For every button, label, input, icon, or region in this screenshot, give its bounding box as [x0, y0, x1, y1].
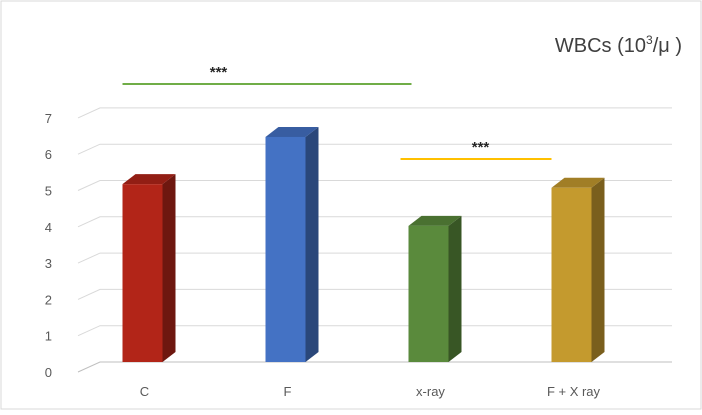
bar	[122, 174, 176, 362]
gridline	[77, 252, 672, 264]
y-tick-label: 1	[45, 329, 52, 344]
y-tick-label: 4	[45, 220, 52, 235]
x-tick-label: F	[284, 384, 292, 399]
gridline	[77, 216, 672, 228]
significance-label: ***	[210, 64, 228, 81]
x-tick-label: F + X ray	[547, 384, 601, 399]
gridline	[77, 107, 672, 119]
y-tick-label: 2	[45, 292, 52, 307]
gridline	[77, 143, 672, 155]
y-tick-label: 5	[45, 184, 52, 199]
y-tick-label: 0	[45, 365, 52, 380]
y-tick-label: 6	[45, 147, 52, 162]
gridline	[77, 325, 672, 337]
x-tick-label: x-ray	[416, 384, 445, 399]
y-tick-label: 3	[45, 256, 52, 271]
bar	[551, 177, 605, 362]
chart-title: WBCs (103/μ )	[555, 33, 682, 57]
bar	[265, 126, 319, 362]
gridline	[77, 361, 672, 373]
x-tick-label: C	[140, 384, 149, 399]
gridline	[77, 180, 672, 191]
bar	[408, 215, 462, 362]
significance-label: ***	[472, 139, 490, 156]
y-tick-label: 7	[45, 111, 52, 126]
gridline	[77, 288, 672, 300]
